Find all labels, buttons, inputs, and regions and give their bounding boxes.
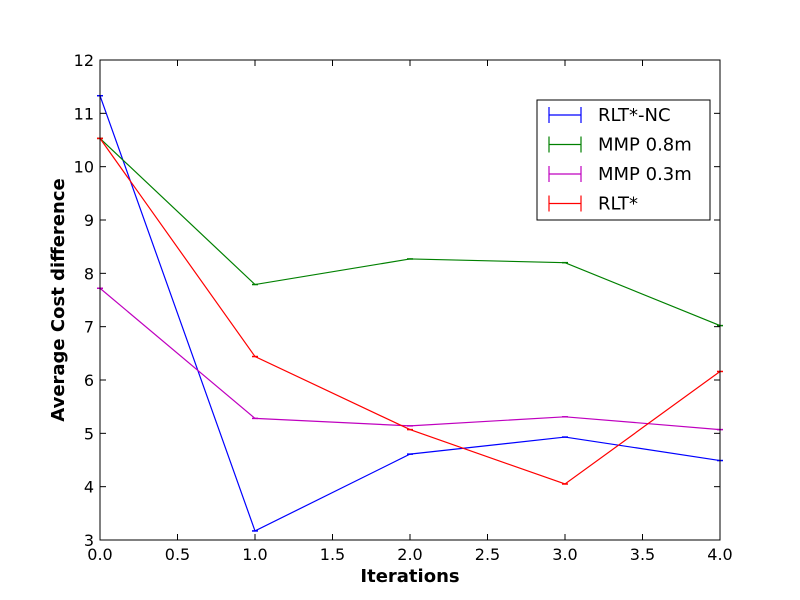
legend-entry: RLT* [548,194,638,215]
x-axis-ticks: 0.0 0.5 1.0 1.5 2.0 2.5 3.0 3.5 4.0 [87,60,733,564]
x-tick-label: 2.0 [397,545,422,564]
x-tick-label: 3.0 [552,545,577,564]
plot-lines [97,94,723,532]
legend-label: RLT* [598,194,638,215]
y-axis-ticks: 3 4 5 6 7 8 9 10 11 12 [74,51,720,550]
y-tick-label: 7 [84,318,94,337]
y-tick-label: 8 [84,264,94,283]
legend-label: RLT*-NC [598,105,671,126]
y-axis-title: Average Cost difference [48,178,69,421]
legend-frame [536,99,711,221]
series-3 [97,137,723,485]
y-tick-label: 4 [84,478,94,497]
x-tick-label: 0.5 [165,545,190,564]
x-tick-label: 4.0 [707,545,732,564]
x-tick-label: 0.0 [87,545,112,564]
y-tick-label: 9 [84,211,94,230]
y-tick-label: 6 [84,371,94,390]
x-tick-label: 2.5 [475,545,500,564]
legend-entry: MMP 0.3m [548,164,692,185]
x-tick-label: 1.5 [320,545,345,564]
legend-label: MMP 0.8m [598,135,692,156]
x-tick-label: 1.0 [242,545,267,564]
legend-entries: RLT*-NC MMP 0.8m MMP 0.3m RLT* [548,105,692,215]
x-axis-title: Iterations [360,566,459,587]
y-tick-label: 10 [74,158,94,177]
y-tick-label: 12 [74,51,94,70]
y-tick-label: 5 [84,424,94,443]
legend: RLT*-NC MMP 0.8m MMP 0.3m RLT* [536,99,711,221]
legend-entry: MMP 0.8m [548,135,692,156]
y-tick-label: 11 [74,104,94,123]
legend-label: MMP 0.3m [598,164,692,185]
x-tick-label: 3.5 [630,545,655,564]
series-1 [97,137,723,327]
y-tick-label: 3 [84,531,94,550]
legend-entry: RLT*-NC [548,105,671,126]
